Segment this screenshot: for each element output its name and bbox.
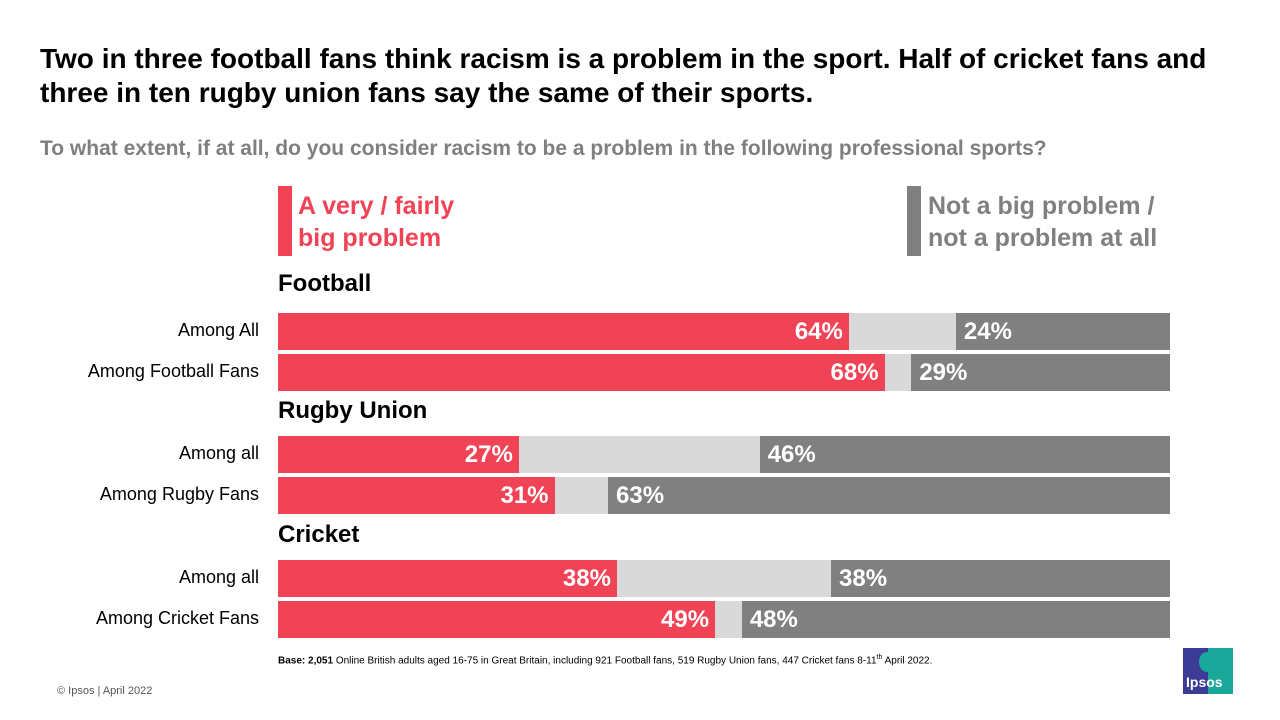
value-problem: 31% <box>500 482 549 509</box>
value-not-problem: 63% <box>616 482 665 509</box>
value-not-problem: 46% <box>767 441 816 468</box>
bar-problem <box>278 560 617 597</box>
bar-not-problem <box>831 560 1170 597</box>
value-not-problem: 38% <box>839 565 888 592</box>
legend-swatch-not-problem <box>907 186 921 256</box>
section-label: Football <box>278 270 372 297</box>
legend-swatch-problem <box>278 186 292 256</box>
bar-not-problem <box>911 354 1170 391</box>
copyright: © Ipsos | April 2022 <box>57 685 153 697</box>
row-label: Among all <box>178 443 259 463</box>
legend-not-problem-line2: not a problem at all <box>928 224 1158 252</box>
legend-problem-line2: big problem <box>298 224 442 252</box>
row-label: Among Rugby Fans <box>99 484 259 504</box>
value-problem: 49% <box>661 606 710 633</box>
value-not-problem: 48% <box>749 606 798 633</box>
section-label: Cricket <box>278 521 360 548</box>
legend-not-problem: Not a big problem / not a problem at all <box>928 190 1157 254</box>
value-not-problem: 29% <box>919 359 968 386</box>
value-not-problem: 24% <box>963 318 1012 345</box>
bar-problem <box>278 436 519 473</box>
section-label: Rugby Union <box>278 397 428 424</box>
bar-not-problem <box>759 436 1170 473</box>
row-label: Among All <box>177 320 259 340</box>
value-problem: 27% <box>464 441 513 468</box>
bar-problem <box>278 601 716 638</box>
base-end: April 2022. <box>882 655 933 667</box>
value-problem: 64% <box>794 318 843 345</box>
question-subtitle: To what extent, if at all, do you consid… <box>40 137 1047 160</box>
row-label: Among Cricket Fans <box>95 608 259 628</box>
bar-not-problem <box>741 601 1170 638</box>
value-problem: 68% <box>830 359 879 386</box>
row-label: Among all <box>178 567 259 587</box>
legend-problem: A very / fairly big problem <box>298 190 454 254</box>
base-sup: th <box>876 654 883 661</box>
bar-problem <box>278 354 885 391</box>
legend-problem-line1: A very / fairly <box>298 192 455 220</box>
legend-not-problem-line1: Not a big problem / <box>928 192 1155 220</box>
page-title: Two in three football fans think racism … <box>40 43 1207 108</box>
bar-not-problem <box>955 313 1170 350</box>
base-text: Online British adults aged 16-75 in Grea… <box>333 655 877 667</box>
bar-problem <box>278 313 849 350</box>
bar-not-problem <box>608 477 1170 514</box>
ipsos-logo: Ipsos <box>1183 648 1233 694</box>
value-problem: 38% <box>562 565 611 592</box>
base-note: Base: 2,051 Online British adults aged 1… <box>278 654 932 666</box>
bar-problem <box>278 477 555 514</box>
row-label: Among Football Fans <box>87 361 259 381</box>
base-bold: Base: 2,051 <box>278 655 334 667</box>
